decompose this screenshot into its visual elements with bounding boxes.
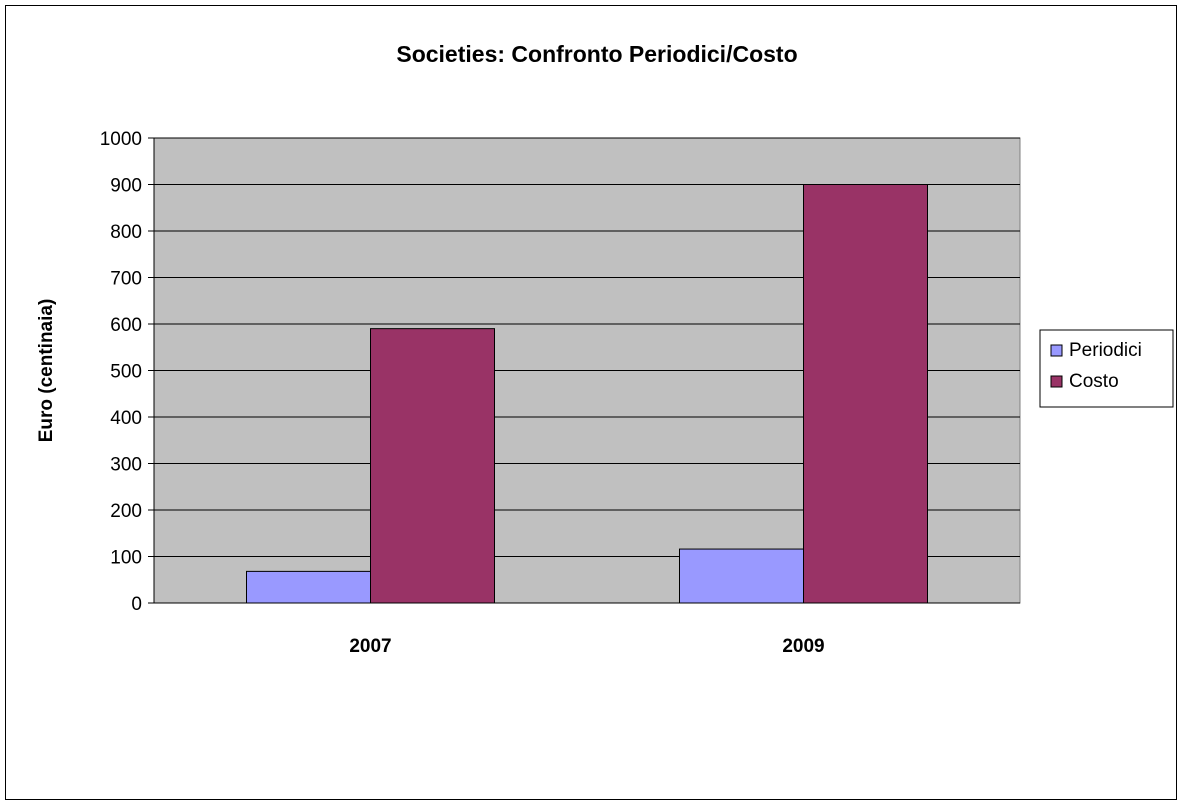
- y-tick-label: 500: [110, 362, 142, 383]
- bar-periodici-2009: [679, 548, 804, 604]
- y-tick-label: 300: [110, 455, 142, 476]
- y-tick-label: 400: [110, 408, 142, 429]
- legend-swatch-periodici: [1050, 344, 1063, 357]
- legend: Periodici Costo: [1039, 329, 1174, 408]
- x-axis-labels: 2007 2009: [349, 636, 824, 657]
- y-tick-label: 800: [110, 222, 142, 243]
- y-axis-title: Euro (centinaia): [36, 299, 57, 443]
- y-axis-ticks: 0 100 200 300 400 500 600 700 800 900 1000: [100, 129, 1020, 615]
- y-tick-label: 200: [110, 501, 142, 522]
- chart-title: Societies: Confronto Periodici/Costo: [396, 41, 797, 67]
- y-tick-label: 600: [110, 315, 142, 336]
- y-tick-label: 1000: [100, 129, 142, 150]
- legend-box: [1039, 329, 1174, 408]
- bar-costo-2007: [370, 328, 495, 604]
- y-tick-label: 100: [110, 548, 142, 569]
- x-tick-label: 2007: [349, 636, 391, 657]
- bars: [246, 184, 928, 604]
- legend-label-costo: Costo: [1069, 371, 1119, 392]
- y-tick-label: 0: [131, 594, 142, 615]
- x-tick-label: 2009: [782, 636, 824, 657]
- y-tick-label: 900: [110, 176, 142, 197]
- legend-swatch-costo: [1050, 375, 1063, 388]
- legend-label-periodici: Periodici: [1069, 340, 1142, 361]
- y-tick-label: 700: [110, 269, 142, 290]
- bar-periodici-2007: [246, 570, 371, 604]
- bar-costo-2009: [803, 184, 928, 604]
